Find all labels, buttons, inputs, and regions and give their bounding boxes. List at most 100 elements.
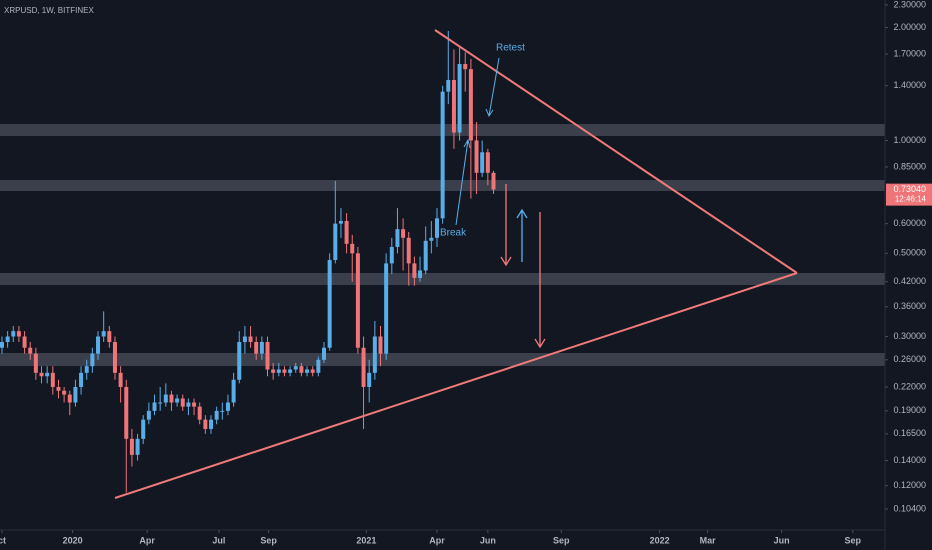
candle-body [192, 402, 197, 407]
y-tick-label: 0.36000 [893, 301, 926, 311]
candle-body [107, 331, 112, 343]
x-tick-label: 2020 [63, 535, 83, 545]
candle-body [62, 390, 67, 395]
y-tick-label: 1.70000 [893, 48, 926, 58]
x-tick-label: Mar [700, 535, 717, 545]
drawings [114, 29, 798, 499]
y-tick-label: 0.30000 [893, 331, 926, 341]
candle-body [0, 342, 4, 348]
candle-body [50, 372, 55, 387]
x-tick-label: Jun [774, 535, 790, 545]
y-tick-label: 0.22000 [893, 381, 926, 391]
candle-body [412, 263, 417, 278]
y-tick-label: 2.00000 [893, 22, 926, 32]
candle-body [293, 366, 298, 370]
y-tick-label: 2.30000 [893, 0, 926, 9]
candle-body [237, 342, 242, 380]
candle-body [22, 336, 27, 348]
x-tick-label: ct [0, 535, 6, 545]
candle-body [327, 259, 332, 348]
y-tick-label: 1.40000 [893, 80, 926, 90]
y-tick-label: 0.16500 [893, 428, 926, 438]
candle-body [259, 342, 264, 354]
candle-body [56, 386, 61, 391]
candle-body [333, 223, 338, 260]
candle-body [169, 394, 174, 403]
candle-body [305, 369, 310, 373]
candle-body [310, 369, 315, 373]
candle-body [491, 172, 496, 190]
price-label: 0.73040 [893, 184, 926, 194]
candle-body [231, 379, 236, 403]
candle-body [186, 402, 191, 407]
candles [0, 30, 496, 493]
candle-body [434, 218, 439, 238]
candle-body [118, 372, 123, 387]
candle-body [225, 402, 230, 411]
candle-body [468, 69, 473, 141]
candle-body [135, 438, 140, 455]
candle-body [485, 152, 490, 173]
y-tick-label: 1.00000 [893, 135, 926, 145]
candle-body [16, 331, 21, 337]
candle-body [39, 372, 44, 377]
candle-body [152, 402, 157, 411]
chart-title: XRPUSD, 1W, BITFINEX [4, 6, 94, 15]
annotation-arrow [485, 57, 500, 118]
candle-body [423, 240, 428, 271]
candle-body [389, 246, 394, 264]
candle-body [457, 63, 462, 133]
x-tick-label: Sep [260, 535, 277, 545]
candle-body [372, 336, 377, 373]
candle-body [214, 410, 219, 420]
candle-body [355, 253, 360, 348]
candle-body [101, 331, 106, 337]
candle-body [242, 336, 247, 343]
price-tag [886, 183, 932, 206]
candle-body [361, 347, 366, 387]
candle-body [265, 342, 270, 370]
candle-body [322, 347, 327, 360]
candle-body [474, 140, 479, 173]
candle-body [406, 237, 411, 264]
candle-body [197, 406, 202, 420]
candle-body [378, 336, 383, 354]
x-tick-label: 2022 [650, 535, 670, 545]
y-tick-label: 0.60000 [893, 218, 926, 228]
y-tick-label: 0.12000 [893, 480, 926, 490]
y-tick-label: 0.50000 [893, 248, 926, 258]
x-tick-label: Jul [212, 535, 225, 545]
candle-body [209, 419, 214, 429]
y-tick-label: 0.85000 [893, 161, 926, 171]
candle-body [338, 220, 343, 224]
candle-body [282, 369, 287, 373]
candle-body [446, 79, 451, 92]
annotation-arrow [455, 138, 471, 226]
y-tick-label: 0.42000 [893, 276, 926, 286]
candle-body [5, 336, 10, 343]
arrow-up [516, 208, 528, 262]
candle-body [141, 419, 146, 439]
y-tick-label: 0.26000 [893, 354, 926, 364]
candle-body [180, 398, 185, 407]
arrow-down [500, 184, 512, 267]
candle-body [367, 372, 372, 387]
candle-body [254, 342, 259, 354]
candle-body [350, 243, 355, 254]
y-tick-label: 0.14000 [893, 455, 926, 465]
x-tick-label: Apr [429, 535, 445, 545]
arrow-down [534, 212, 546, 349]
candle-body [73, 386, 78, 403]
candle-body [429, 237, 434, 241]
x-tick-label: Sep [553, 535, 570, 545]
candle-body [203, 419, 208, 429]
candle-body [124, 386, 129, 439]
candle-body [276, 369, 281, 373]
x-tick-label: Sep [845, 535, 862, 545]
candle-body [84, 366, 89, 373]
candle-body [175, 398, 180, 403]
candle-body [299, 366, 304, 373]
candle-body [248, 336, 253, 343]
candle-body [112, 342, 117, 373]
